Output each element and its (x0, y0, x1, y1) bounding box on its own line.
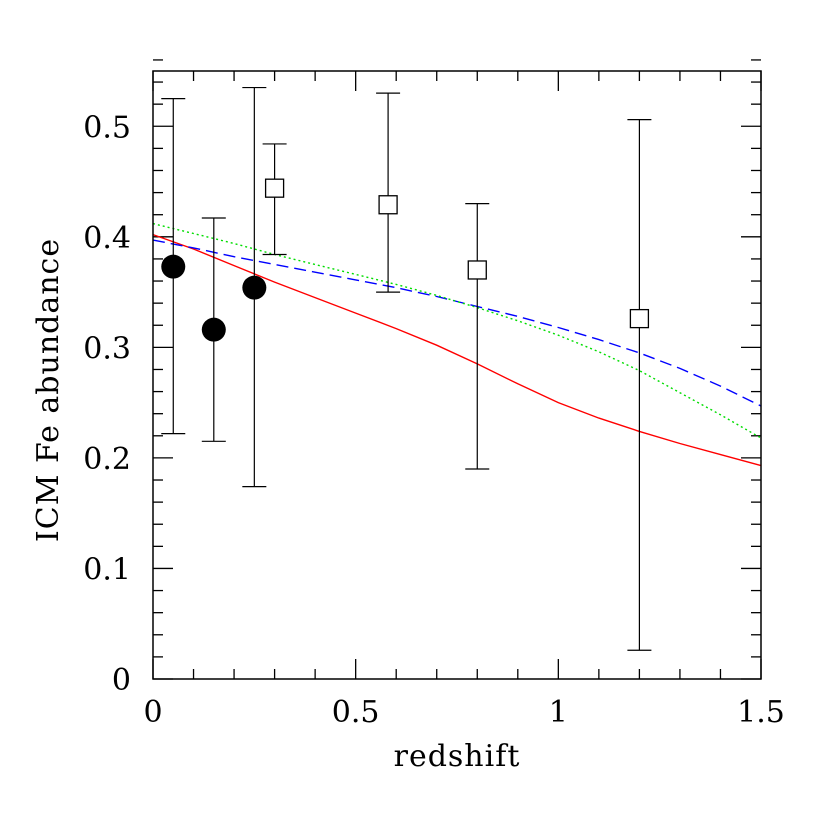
x-axis-title: redshift (394, 739, 521, 774)
model-curve-solid (152, 233, 762, 467)
x-tick-label: 1.5 (737, 695, 785, 730)
x-tick-label: 1 (549, 695, 568, 730)
y-tick-label: 0 (112, 663, 131, 698)
model-curve-dashed (152, 239, 762, 407)
y-tick-label: 0.3 (83, 331, 131, 366)
error-bars (161, 86, 652, 651)
data-point-filled-circle (242, 275, 267, 300)
data-point-open-square (378, 195, 398, 215)
y-tick-label: 0.4 (83, 221, 131, 256)
y-axis-title: ICM Fe abundance (31, 238, 66, 542)
axis-ticks (152, 59, 762, 680)
data-point-open-square (467, 260, 487, 280)
model-curve-dotted (152, 222, 762, 439)
plot-frame (152, 70, 762, 680)
data-point-filled-circle (201, 317, 226, 342)
y-tick-label: 0.1 (83, 552, 131, 587)
y-tick-label: 0.2 (83, 442, 131, 477)
data-points (161, 178, 650, 342)
data-point-filled-circle (161, 254, 186, 279)
x-tick-label: 0.5 (332, 695, 380, 730)
model-curves (152, 222, 762, 467)
data-point-open-square (264, 178, 285, 198)
y-tick-label: 0.5 (83, 110, 131, 145)
x-tick-label: 0 (143, 695, 162, 730)
tick-labels: 0 0.5 1 1.5 0 0.1 0.2 0.3 0.4 0.5 (83, 110, 785, 730)
data-point-open-square (629, 308, 650, 329)
